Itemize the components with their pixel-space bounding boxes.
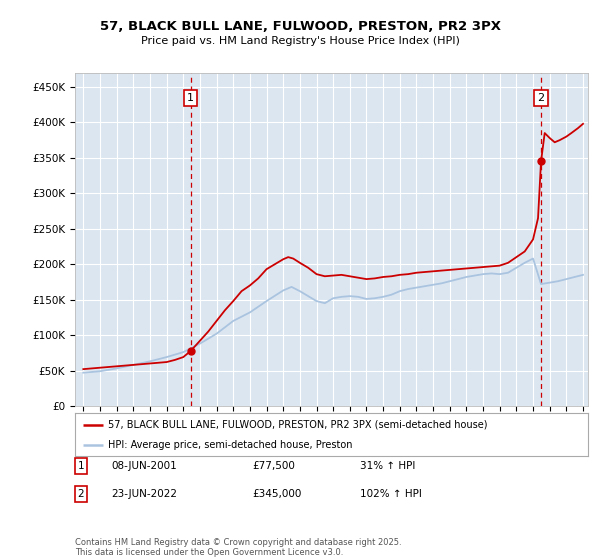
- Text: 08-JUN-2001: 08-JUN-2001: [111, 461, 177, 471]
- Text: HPI: Average price, semi-detached house, Preston: HPI: Average price, semi-detached house,…: [109, 441, 353, 450]
- Text: Contains HM Land Registry data © Crown copyright and database right 2025.
This d: Contains HM Land Registry data © Crown c…: [75, 538, 401, 557]
- Text: 1: 1: [77, 461, 85, 471]
- Text: 57, BLACK BULL LANE, FULWOOD, PRESTON, PR2 3PX (semi-detached house): 57, BLACK BULL LANE, FULWOOD, PRESTON, P…: [109, 420, 488, 430]
- Text: 57, BLACK BULL LANE, FULWOOD, PRESTON, PR2 3PX: 57, BLACK BULL LANE, FULWOOD, PRESTON, P…: [100, 20, 500, 32]
- Text: 31% ↑ HPI: 31% ↑ HPI: [360, 461, 415, 471]
- Text: 2: 2: [538, 92, 545, 102]
- Text: 2: 2: [77, 489, 85, 499]
- Text: £77,500: £77,500: [252, 461, 295, 471]
- Text: 1: 1: [187, 92, 194, 102]
- Text: £345,000: £345,000: [252, 489, 301, 499]
- Text: 23-JUN-2022: 23-JUN-2022: [111, 489, 177, 499]
- Text: 102% ↑ HPI: 102% ↑ HPI: [360, 489, 422, 499]
- Text: Price paid vs. HM Land Registry's House Price Index (HPI): Price paid vs. HM Land Registry's House …: [140, 36, 460, 46]
